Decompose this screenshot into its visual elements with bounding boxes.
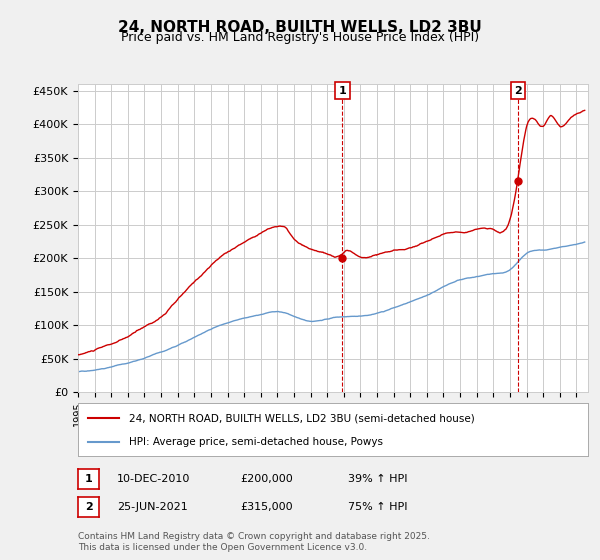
Text: HPI: Average price, semi-detached house, Powys: HPI: Average price, semi-detached house,… (129, 436, 383, 446)
Text: 1: 1 (85, 474, 92, 484)
Text: 25-JUN-2021: 25-JUN-2021 (117, 502, 188, 512)
Text: 75% ↑ HPI: 75% ↑ HPI (348, 502, 407, 512)
Text: 2: 2 (85, 502, 92, 512)
Text: £315,000: £315,000 (240, 502, 293, 512)
Text: 39% ↑ HPI: 39% ↑ HPI (348, 474, 407, 484)
Text: 2: 2 (514, 86, 522, 96)
Text: 24, NORTH ROAD, BUILTH WELLS, LD2 3BU (semi-detached house): 24, NORTH ROAD, BUILTH WELLS, LD2 3BU (s… (129, 413, 475, 423)
Text: £200,000: £200,000 (240, 474, 293, 484)
Text: 24, NORTH ROAD, BUILTH WELLS, LD2 3BU: 24, NORTH ROAD, BUILTH WELLS, LD2 3BU (118, 20, 482, 35)
Text: 1: 1 (338, 86, 346, 96)
Text: Contains HM Land Registry data © Crown copyright and database right 2025.
This d: Contains HM Land Registry data © Crown c… (78, 532, 430, 552)
Text: Price paid vs. HM Land Registry's House Price Index (HPI): Price paid vs. HM Land Registry's House … (121, 31, 479, 44)
Text: 10-DEC-2010: 10-DEC-2010 (117, 474, 190, 484)
